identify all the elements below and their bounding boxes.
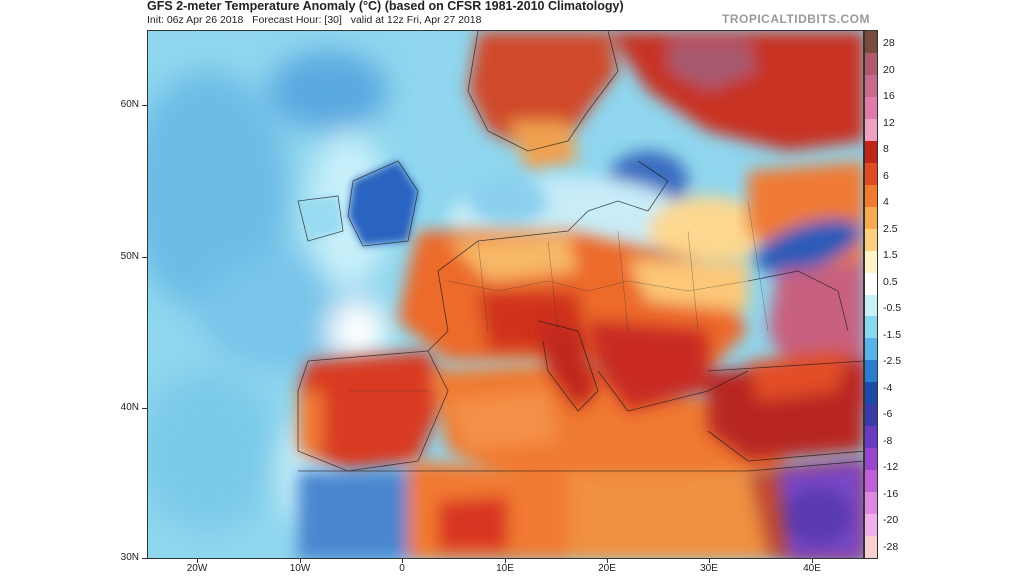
colorbar-segment — [865, 272, 877, 295]
colorbar-segment — [865, 31, 877, 54]
lon-tick — [505, 559, 506, 563]
lat-label-30n: 30N — [120, 552, 139, 563]
map-canvas — [148, 31, 863, 558]
colorbar-label: -12 — [883, 461, 899, 474]
colorbar-segment — [865, 426, 877, 449]
colorbar-segment — [865, 140, 877, 164]
colorbar-label: -1.5 — [883, 328, 902, 341]
colorbar-label: -2.5 — [883, 355, 902, 368]
lon-tick — [607, 559, 608, 563]
lat-tick — [142, 257, 147, 258]
colorbar-label: -4 — [883, 381, 893, 394]
colorbar-segment — [865, 536, 877, 558]
colorbar-label: -0.5 — [883, 302, 902, 315]
lon-label-10e: 10E — [496, 563, 514, 574]
lon-tick — [402, 559, 403, 563]
lon-label-0: 0 — [399, 563, 405, 574]
lon-tick — [197, 559, 198, 563]
colorbar-segment — [865, 492, 877, 515]
colorbar-label: -20 — [883, 514, 899, 527]
colorbar-label: 28 — [883, 37, 895, 49]
colorbar-label: 0.5 — [883, 275, 898, 288]
forecast-info: Init: 06z Apr 26 2018 Forecast Hour: [30… — [147, 14, 482, 26]
colorbar-segment — [865, 404, 877, 427]
colorbar-label: 8 — [883, 143, 889, 156]
colorbar-label: -8 — [883, 434, 893, 447]
colorbar-segment — [865, 250, 877, 274]
lon-label-10w: 10W — [289, 563, 311, 574]
colorbar-segment — [865, 338, 877, 361]
colorbar-segment — [865, 162, 877, 186]
lon-label-20w: 20W — [186, 563, 208, 574]
colorbar — [864, 30, 878, 559]
lat-tick — [142, 558, 147, 559]
colorbar-label: -6 — [883, 408, 893, 421]
lat-label-50n: 50N — [120, 251, 139, 262]
lon-label-20e: 20E — [598, 563, 616, 574]
colorbar-label: 12 — [883, 116, 895, 129]
anomaly-map — [147, 30, 864, 559]
colorbar-segment — [865, 52, 877, 76]
colorbar-segment — [865, 206, 877, 230]
colorbar-segment — [865, 448, 877, 471]
colorbar-label: 16 — [883, 90, 895, 103]
colorbar-label: -16 — [883, 487, 899, 500]
colorbar-label: 4 — [883, 196, 889, 209]
colorbar-segment — [865, 360, 877, 383]
brand-watermark[interactable]: TROPICALTIDBITS.COM — [722, 12, 870, 26]
colorbar-segment — [865, 184, 877, 208]
lon-tick — [812, 559, 813, 563]
lon-label-40e: 40E — [803, 563, 821, 574]
colorbar-segment — [865, 118, 877, 142]
colorbar-segment — [865, 96, 877, 120]
colorbar-label: 2.5 — [883, 222, 898, 235]
colorbar-segment — [865, 294, 877, 317]
lat-label-40n: 40N — [120, 402, 139, 413]
lon-tick — [709, 559, 710, 563]
colorbar-label: 6 — [883, 169, 889, 182]
colorbar-label: 1.5 — [883, 249, 898, 262]
chart-title: GFS 2-meter Temperature Anomaly (°C) (ba… — [147, 0, 624, 13]
lon-label-30e: 30E — [700, 563, 718, 574]
colorbar-label: 20 — [883, 63, 895, 76]
lat-label-60n: 60N — [120, 99, 139, 110]
lat-tick — [142, 408, 147, 409]
colorbar-segment — [865, 74, 877, 98]
colorbar-segment — [865, 382, 877, 405]
colorbar-segment — [865, 228, 877, 252]
colorbar-segment — [865, 514, 877, 537]
colorbar-segment — [865, 470, 877, 493]
colorbar-segment — [865, 316, 877, 339]
colorbar-label: -28 — [883, 541, 899, 553]
lon-tick — [300, 559, 301, 563]
lat-tick — [142, 105, 147, 106]
